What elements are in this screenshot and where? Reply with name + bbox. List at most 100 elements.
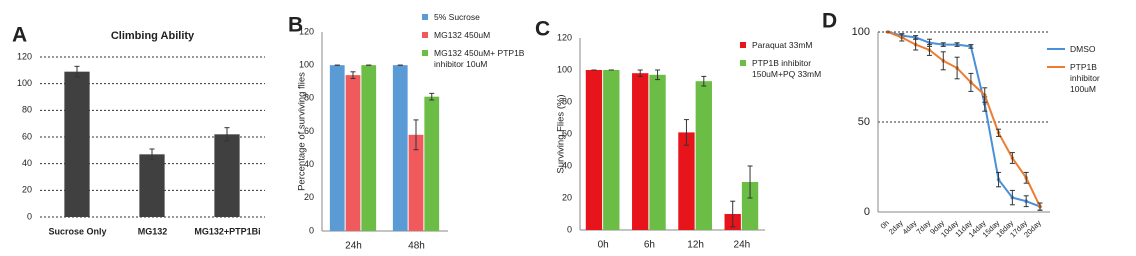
error-bar xyxy=(74,65,80,78)
legend-swatch xyxy=(740,60,746,66)
legend: Paraquat 33mM PTP1B inhibitor 150uM+PQ 33… xyxy=(740,40,830,87)
x-tick-label: 48h xyxy=(408,241,425,252)
error-bar xyxy=(940,51,946,71)
error-bar xyxy=(1009,189,1015,206)
bar xyxy=(329,65,345,232)
y-tick-label: 80 xyxy=(304,93,314,103)
legend-label: PTP1B inhibitor 150uM+PQ 33mM xyxy=(752,58,822,79)
bar xyxy=(695,81,712,230)
panel-label: C xyxy=(535,18,550,41)
error-bar xyxy=(429,92,435,101)
legend-label: 5% Sucrose xyxy=(434,12,480,22)
y-tick-label: 40 xyxy=(562,160,572,170)
y-tick-label: 60 xyxy=(22,131,32,141)
x-tick-label: 6h xyxy=(644,240,655,251)
y-tick-label: 20 xyxy=(304,192,314,202)
error-bar xyxy=(926,44,932,56)
panel-label: D xyxy=(822,10,837,33)
legend-entry: MG132 450uM xyxy=(422,30,532,41)
error-bar xyxy=(968,44,974,49)
legend-label: MG132 450uM xyxy=(434,30,491,40)
legend-label: Paraquat 33mM xyxy=(752,40,813,50)
y-tick-label: 100 xyxy=(852,26,870,38)
y-tick-label: 60 xyxy=(304,126,314,136)
legend-swatch xyxy=(422,14,428,20)
error-bar xyxy=(1023,195,1029,208)
y-tick-label: 0 xyxy=(864,206,870,218)
series-line xyxy=(887,31,1041,208)
legend: DMSO PTP1B inhibitor 100uM xyxy=(1047,44,1127,102)
error-bar xyxy=(683,119,689,146)
error-bar xyxy=(982,87,988,103)
error-bar xyxy=(954,56,960,80)
error-bar xyxy=(899,33,905,42)
y-tick-label: 40 xyxy=(22,158,32,168)
bar xyxy=(632,73,649,230)
bar xyxy=(139,154,165,217)
bar xyxy=(424,96,440,231)
bar xyxy=(361,65,377,232)
x-tick-label: MG132+PTP1Bi xyxy=(194,226,260,236)
error-bar xyxy=(1037,202,1043,211)
x-tick-label: 12h xyxy=(687,240,704,251)
x-tick-label: MG132 xyxy=(138,226,168,236)
bar xyxy=(392,65,408,232)
y-axis-label: Percentage of surviving flies xyxy=(297,72,308,191)
error-bar xyxy=(968,72,974,92)
bar xyxy=(585,70,603,230)
legend-swatch xyxy=(740,42,746,48)
y-tick-label: 120 xyxy=(557,32,572,42)
legend-label: DMSO xyxy=(1070,44,1096,54)
legend-swatch xyxy=(1047,48,1065,50)
legend-entry: Paraquat 33mM xyxy=(740,40,830,51)
x-tick-label: 24h xyxy=(345,241,362,252)
x-tick-label: 24h xyxy=(734,240,751,251)
bar xyxy=(649,74,666,230)
error-bar xyxy=(1009,152,1015,164)
bar xyxy=(678,132,695,230)
error-bar xyxy=(940,42,946,47)
error-bar xyxy=(996,171,1002,188)
y-tick-label: 100 xyxy=(557,64,572,74)
panel-label: B xyxy=(288,14,303,37)
y-tick-label: 20 xyxy=(562,192,572,202)
error-bar xyxy=(413,119,419,151)
y-tick-label: 0 xyxy=(309,225,314,235)
bar xyxy=(603,70,620,230)
error-bar xyxy=(1023,171,1029,184)
y-tick-label: 100 xyxy=(299,60,314,70)
error-bar xyxy=(747,165,753,199)
legend-entry: 5% Sucrose xyxy=(422,12,532,23)
error-bar xyxy=(730,200,736,228)
y-tick-label: 80 xyxy=(22,105,32,115)
y-axis-label: Surviving Flies (%) xyxy=(556,94,567,173)
bar xyxy=(741,182,759,230)
panel-label: A xyxy=(12,24,27,47)
bar xyxy=(345,75,361,231)
x-tick-label: Sucrose Only xyxy=(48,226,106,236)
y-tick-label: 0 xyxy=(27,211,32,221)
bar xyxy=(214,134,240,217)
y-tick-label: 50 xyxy=(858,116,870,128)
legend-swatch xyxy=(422,32,428,38)
x-tick-label: 0h xyxy=(598,240,609,251)
y-tick-label: 60 xyxy=(562,128,572,138)
error-bar xyxy=(655,69,661,81)
error-bar xyxy=(701,75,707,87)
error-bar xyxy=(149,148,155,161)
error-bar xyxy=(913,38,919,51)
error-bar xyxy=(350,71,356,79)
y-tick-label: 120 xyxy=(299,26,314,36)
legend-label: MG132 450uM+ PTP1B inhibitor 10uM xyxy=(434,48,525,69)
chart-title: Climbing Ability xyxy=(111,30,195,42)
legend-entry: DMSO xyxy=(1047,44,1127,55)
legend-entry: PTP1B inhibitor 100uM xyxy=(1047,62,1127,95)
error-bar xyxy=(996,128,1002,137)
bar xyxy=(64,71,90,218)
y-tick-label: 40 xyxy=(304,159,314,169)
legend-entry: MG132 450uM+ PTP1B inhibitor 10uM xyxy=(422,48,532,70)
error-bar xyxy=(637,69,643,77)
legend-swatch xyxy=(1047,66,1065,68)
